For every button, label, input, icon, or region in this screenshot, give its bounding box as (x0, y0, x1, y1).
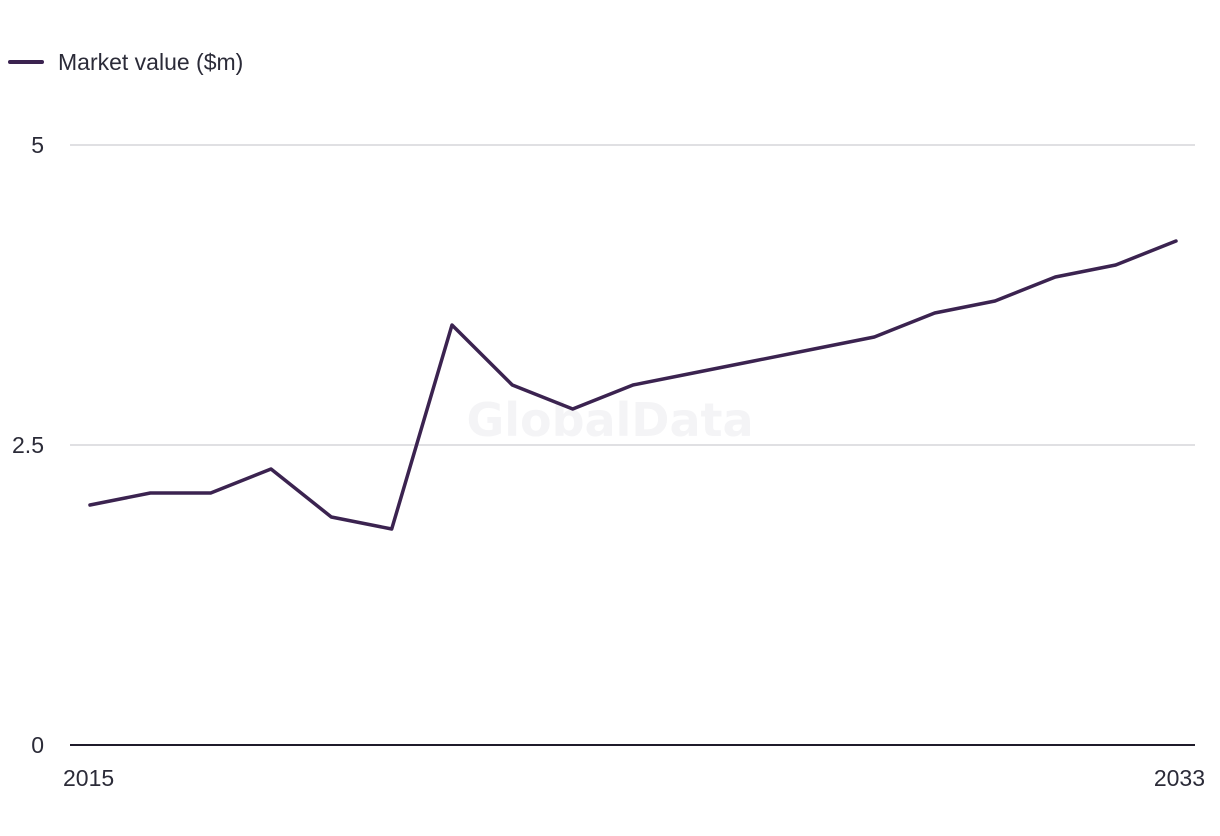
x-tick-label: 2033 (1154, 765, 1205, 791)
y-tick-label: 0 (31, 732, 44, 758)
x-tick-label: 2015 (63, 765, 114, 791)
series-group (88, 239, 1178, 531)
series-line (88, 239, 1178, 531)
y-tick-label: 2.5 (12, 432, 44, 458)
gridlines (70, 144, 1195, 446)
y-tick-label: 5 (31, 132, 44, 158)
legend: Market value ($m) (8, 49, 243, 75)
watermark: GlobalData (466, 393, 753, 447)
legend-label: Market value ($m) (58, 49, 243, 75)
y-axis-ticks: 02.55 (12, 132, 44, 758)
x-axis-ticks: 2015 2033 (63, 765, 1205, 791)
